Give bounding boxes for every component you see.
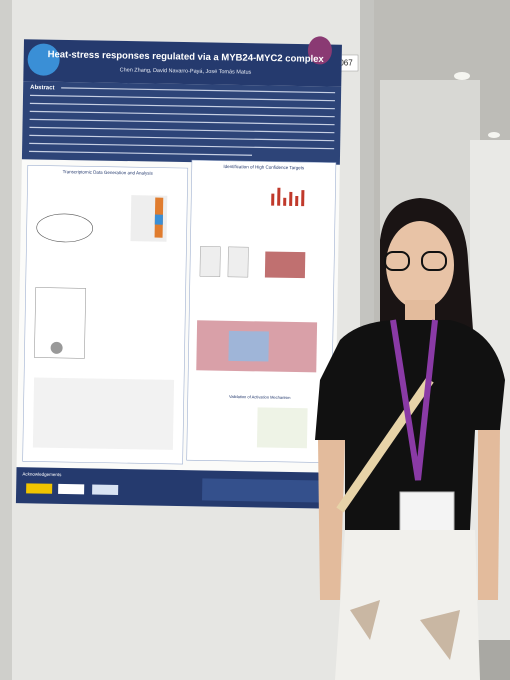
person [315, 198, 505, 680]
figure-scatter [34, 287, 86, 359]
abstract-box [21, 81, 342, 165]
shorts-rips [350, 600, 460, 660]
section-panel [186, 159, 337, 463]
ceiling-light [488, 132, 500, 138]
arm [478, 430, 500, 600]
face [386, 221, 454, 309]
figure-heatmap [264, 251, 306, 279]
figure-boxplot [199, 246, 221, 277]
grape-logo [307, 36, 332, 65]
arm [318, 440, 345, 600]
glasses [384, 251, 410, 271]
ceiling-light [454, 72, 470, 80]
poster-header [23, 39, 342, 87]
section-heading: Validation of Activation Mechanism [229, 394, 291, 400]
figure-points [50, 341, 63, 354]
lanyard [390, 319, 438, 481]
figure-boxplot [227, 246, 249, 278]
sponsor-logo [26, 483, 53, 494]
abstract-heading: Abstract [30, 85, 54, 91]
sponsor-logo [92, 484, 119, 495]
figure-venn [36, 213, 94, 243]
contact-box [201, 478, 329, 503]
sponsor-logo [58, 483, 85, 495]
figure-diagram [256, 407, 308, 449]
figure-table [32, 377, 175, 450]
bag-strap [336, 377, 434, 513]
poster-authors: Chen Zhang, David Navarro-Payá, José Tom… [120, 67, 252, 75]
acknowledgements-heading: Acknowledgements [22, 471, 62, 477]
figure-bars [271, 187, 305, 207]
shorts [335, 530, 480, 680]
figure-heatmap-cool [228, 330, 269, 362]
section-heading: Identification of High Confidence Target… [223, 164, 305, 170]
poster-title: Heat-stress responses regulated via a MY… [48, 49, 325, 65]
section-heading: Transcriptomic Data Generation and Analy… [63, 169, 154, 176]
board-edge [0, 0, 12, 680]
poster-logo [27, 43, 60, 76]
poster-number: 067 [339, 59, 353, 68]
glasses [421, 251, 447, 271]
poster: Heat-stress responses regulated via a MY… [15, 36, 342, 509]
abstract-text-lines [29, 87, 336, 156]
figure-bar [154, 214, 163, 225]
